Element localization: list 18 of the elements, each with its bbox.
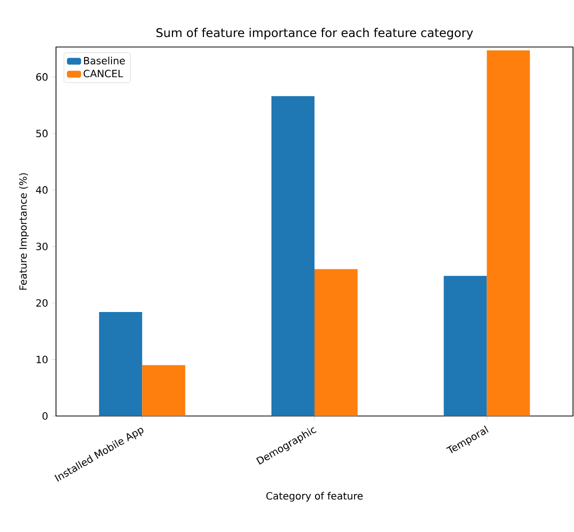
y-tick-label: 40 xyxy=(36,186,48,194)
bar xyxy=(314,269,358,416)
y-tick-label: 0 xyxy=(42,412,48,420)
bar xyxy=(444,276,487,416)
legend-label: Baseline xyxy=(84,56,125,64)
legend-label: CANCEL xyxy=(84,70,124,78)
bar xyxy=(486,50,530,416)
y-tick-label: 30 xyxy=(36,242,48,250)
chart-title: Sum of feature importance for each feature category xyxy=(156,28,473,40)
y-axis-title: Feature Importance (%) xyxy=(19,173,29,290)
y-tick-label: 60 xyxy=(36,73,48,81)
bar xyxy=(99,312,142,416)
bar xyxy=(271,96,314,416)
y-tick-label: 10 xyxy=(36,356,48,364)
bar xyxy=(142,365,186,416)
y-tick-label: 20 xyxy=(36,299,48,307)
x-axis-title: Category of feature xyxy=(266,492,363,502)
y-tick-label: 50 xyxy=(36,130,48,138)
